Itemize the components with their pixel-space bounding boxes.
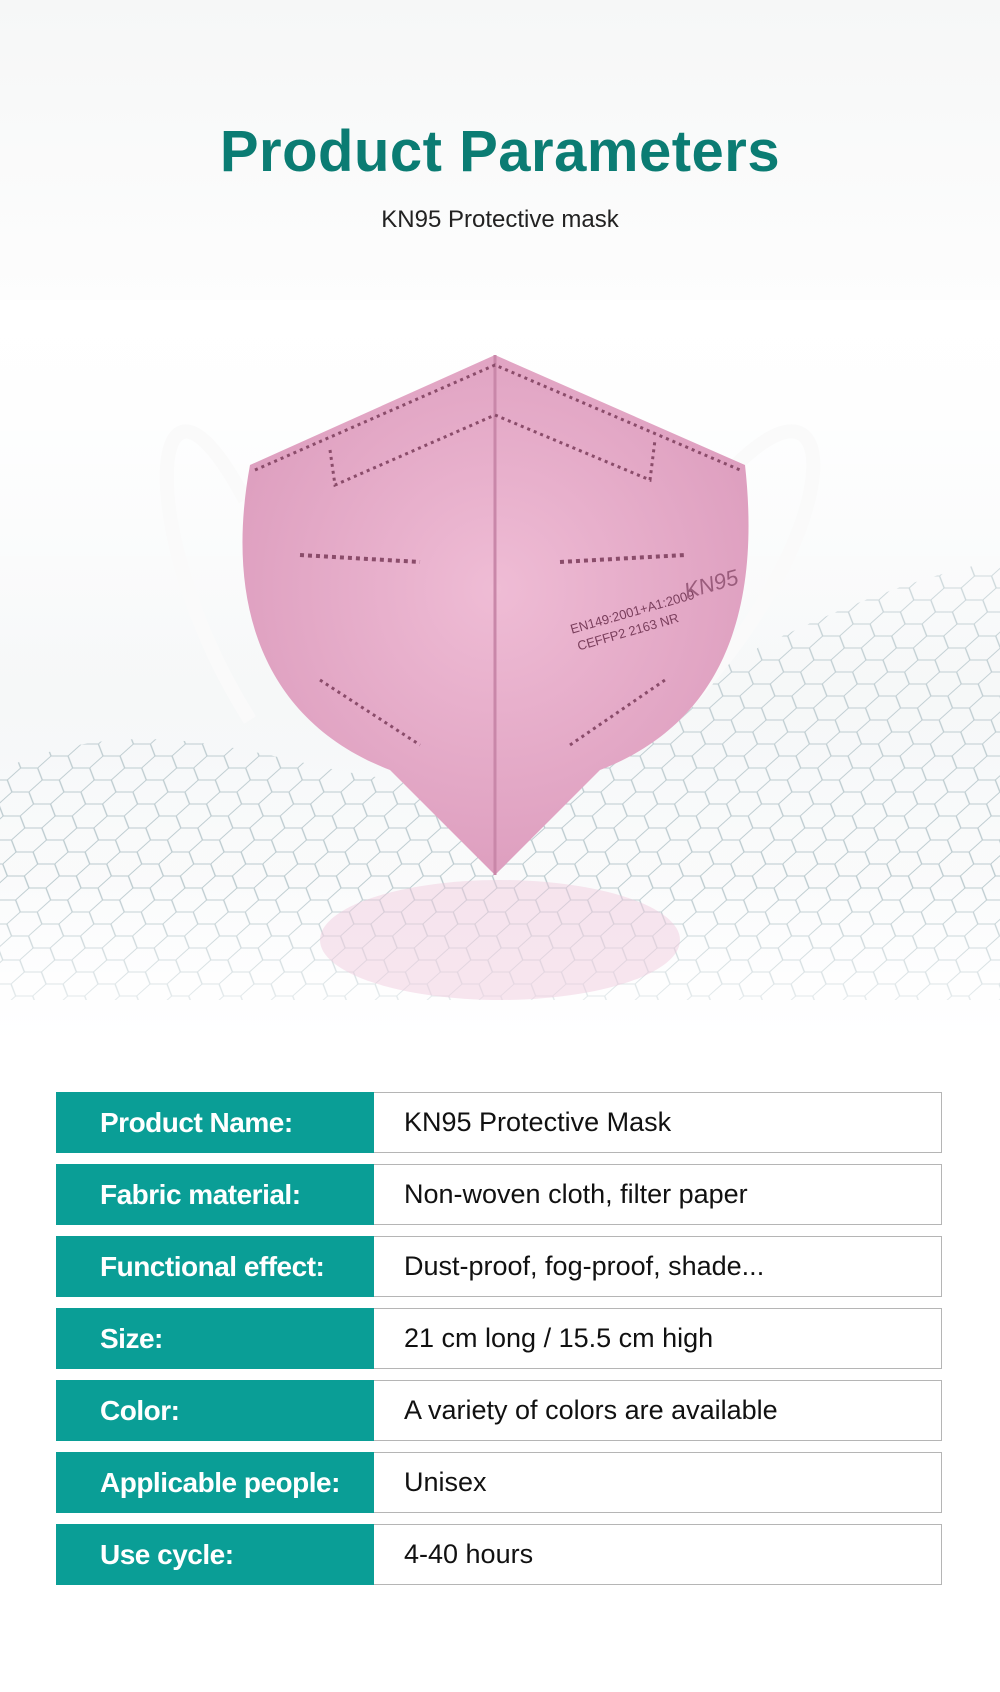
param-label: Fabric material: xyxy=(56,1164,374,1225)
table-row: Applicable people: Unisex xyxy=(56,1452,942,1513)
product-image: EN149:2001+A1:2009 FFP2 2163 NR CE KN95 xyxy=(0,300,1000,1080)
table-row: Size: 21 cm long / 15.5 cm high xyxy=(56,1308,942,1369)
param-value: KN95 Protective Mask xyxy=(374,1092,942,1153)
ce-mark: CE xyxy=(576,634,598,653)
table-row: Product Name: KN95 Protective Mask xyxy=(56,1092,942,1153)
param-value: Non-woven cloth, filter paper xyxy=(374,1164,942,1225)
param-label: Applicable people: xyxy=(56,1452,374,1513)
mask-icon: EN149:2001+A1:2009 FFP2 2163 NR CE KN95 xyxy=(242,355,749,875)
parameters-table: Product Name: KN95 Protective Mask Fabric… xyxy=(56,1092,942,1596)
param-label: Size: xyxy=(56,1308,374,1369)
param-value: Unisex xyxy=(374,1452,942,1513)
param-label: Color: xyxy=(56,1380,374,1441)
table-row: Functional effect: Dust-proof, fog-proof,… xyxy=(56,1236,942,1297)
param-label: Functional effect: xyxy=(56,1236,374,1297)
param-label: Use cycle: xyxy=(56,1524,374,1585)
table-row: Fabric material: Non-woven cloth, filter … xyxy=(56,1164,942,1225)
mask-reflection xyxy=(320,880,680,1000)
param-value: 4-40 hours xyxy=(374,1524,942,1585)
page-title: Product Parameters xyxy=(219,119,781,184)
page-subtitle: KN95 Protective mask xyxy=(381,206,619,233)
ear-loop-right xyxy=(665,424,821,725)
param-value: A variety of colors are available xyxy=(374,1380,942,1441)
param-value: Dust-proof, fog-proof, shade... xyxy=(374,1236,942,1297)
table-row: Use cycle: 4-40 hours xyxy=(56,1524,942,1585)
ear-loop-left xyxy=(159,424,256,724)
param-value: 21 cm long / 15.5 cm high xyxy=(374,1308,942,1369)
param-label: Product Name: xyxy=(56,1092,374,1153)
table-row: Color: A variety of colors are available xyxy=(56,1380,942,1441)
